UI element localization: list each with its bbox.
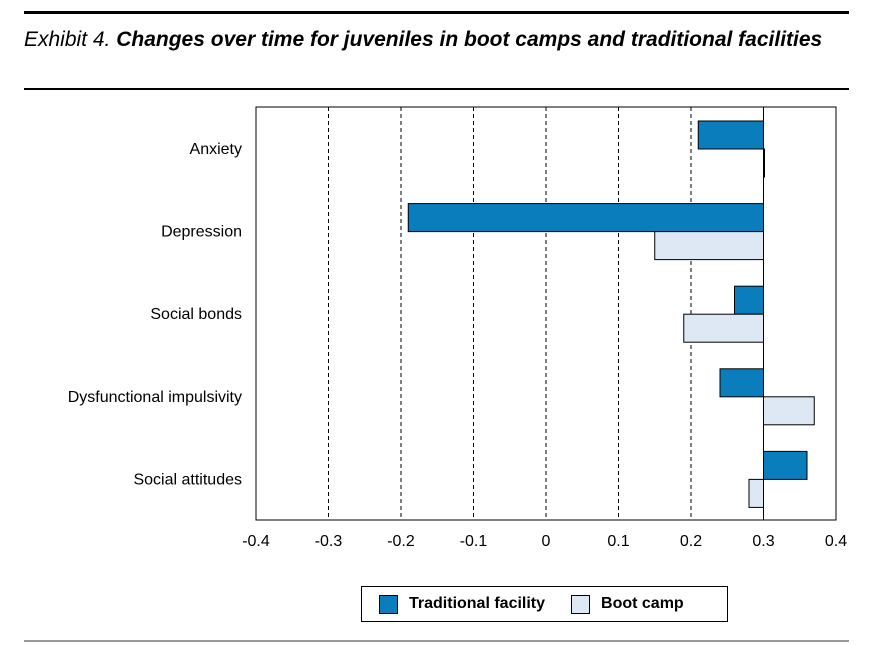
category-label: Social bonds — [150, 306, 242, 323]
bar — [654, 231, 764, 261]
x-tick-label: -0.3 — [315, 533, 343, 550]
category-label: Social attitudes — [133, 471, 242, 488]
bar — [407, 203, 764, 233]
bottom-rule — [24, 640, 849, 642]
title-text: Changes over time for juveniles in boot … — [116, 28, 823, 51]
bar — [697, 120, 764, 150]
x-tick-label: 0.3 — [752, 533, 774, 550]
legend: Traditional facility Boot camp — [361, 586, 728, 622]
x-tick-label: -0.4 — [242, 533, 270, 550]
category-label: Dysfunctional impulsivity — [68, 389, 242, 406]
x-tick-label: 0.4 — [825, 533, 847, 550]
legend-swatch-traditional — [379, 594, 398, 614]
bar — [719, 368, 764, 398]
legend-swatch-bootcamp — [571, 594, 591, 614]
x-tick-label: 0 — [542, 533, 551, 550]
x-tick-label: -0.1 — [460, 533, 488, 550]
category-label: Anxiety — [190, 141, 242, 158]
x-tick-label: 0.1 — [607, 533, 629, 550]
exhibit-label: Exhibit 4. — [24, 28, 111, 51]
legend-entry-bootcamp: Boot camp — [571, 594, 684, 614]
x-tick-label: -0.2 — [387, 533, 415, 550]
legend-label-bootcamp: Boot camp — [601, 595, 684, 612]
x-tick-label: 0.2 — [680, 533, 702, 550]
bar — [763, 396, 815, 426]
legend-entry-traditional: Traditional facility — [379, 594, 546, 614]
bar — [683, 313, 764, 343]
top-rule — [24, 11, 849, 14]
bar — [734, 285, 764, 315]
category-label: Depression — [161, 224, 242, 241]
plot-frame — [255, 106, 837, 521]
legend-label-traditional: Traditional facility — [409, 595, 546, 612]
bar — [748, 478, 764, 508]
title-rule — [24, 88, 849, 90]
bar — [763, 450, 808, 480]
chart-title: Exhibit 4. Changes over time for juvenil… — [24, 26, 824, 53]
